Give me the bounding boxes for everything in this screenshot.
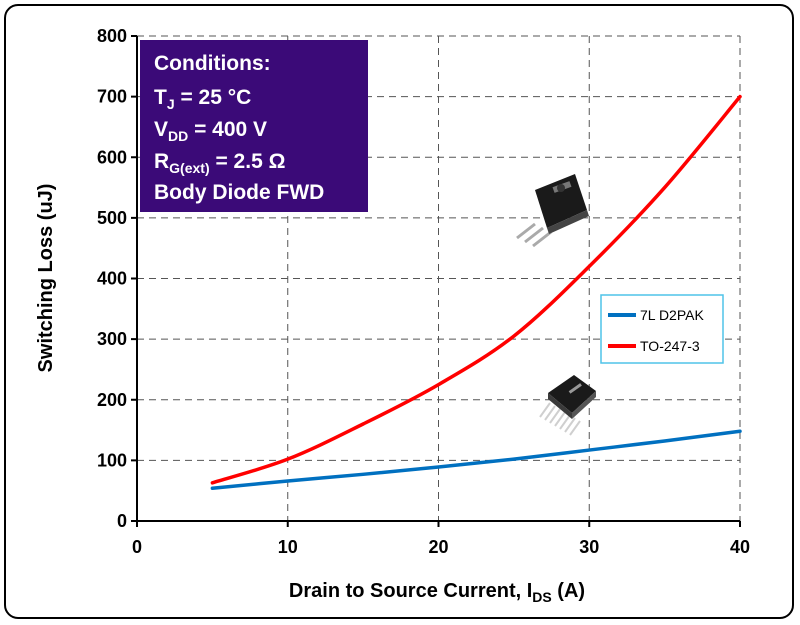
- series-lines: [210, 94, 742, 491]
- x-tick-label: 0: [132, 537, 142, 557]
- legend: 7L D2PAK TO-247-3: [600, 294, 724, 364]
- y-tick-label: 400: [97, 269, 127, 289]
- x-tick-label: 40: [730, 537, 750, 557]
- condition-rg: RG(ext) = 2.5 Ω: [154, 150, 285, 176]
- conditions-background: [140, 40, 368, 212]
- condition-tj: TJ = 25 °C: [154, 86, 251, 112]
- series-line-to-247-3: [210, 94, 742, 485]
- y-tick-label: 700: [97, 87, 127, 107]
- x-tick-label: 10: [278, 537, 298, 557]
- x-tick-label: 30: [579, 537, 599, 557]
- legend-label-7l-d2pak: 7L D2PAK: [640, 307, 704, 323]
- y-axis-title: Switching Loss (uJ): [35, 184, 57, 373]
- to-247-package-icon: [516, 174, 589, 248]
- legend-box: [600, 294, 724, 364]
- conditions-title: Conditions:: [154, 52, 271, 75]
- x-axis-title: Drain to Source Current, IDS (A): [289, 580, 585, 605]
- d2pak-package-icon: [539, 375, 596, 436]
- x-tick-label: 20: [428, 537, 448, 557]
- y-tick-label: 300: [97, 329, 127, 349]
- series-line-7l-d2pak: [210, 429, 742, 491]
- y-tick-label: 100: [97, 450, 127, 470]
- y-tick-label: 800: [97, 26, 127, 46]
- condition-vdd: VDD = 400 V: [154, 118, 267, 144]
- axis-ticks: 0 100 200 300 400 500 600 700 800 0 10 20 30 40: [97, 26, 750, 557]
- y-tick-label: 0: [117, 511, 127, 531]
- condition-diode: Body Diode FWD: [154, 181, 324, 204]
- y-tick-label: 600: [97, 147, 127, 167]
- legend-label-to-247-3: TO-247-3: [640, 338, 700, 354]
- y-tick-label: 200: [97, 390, 127, 410]
- y-tick-label: 500: [97, 208, 127, 228]
- conditions-box: Conditions: TJ = 25 °C VDD = 400 V RG(ex…: [140, 40, 368, 212]
